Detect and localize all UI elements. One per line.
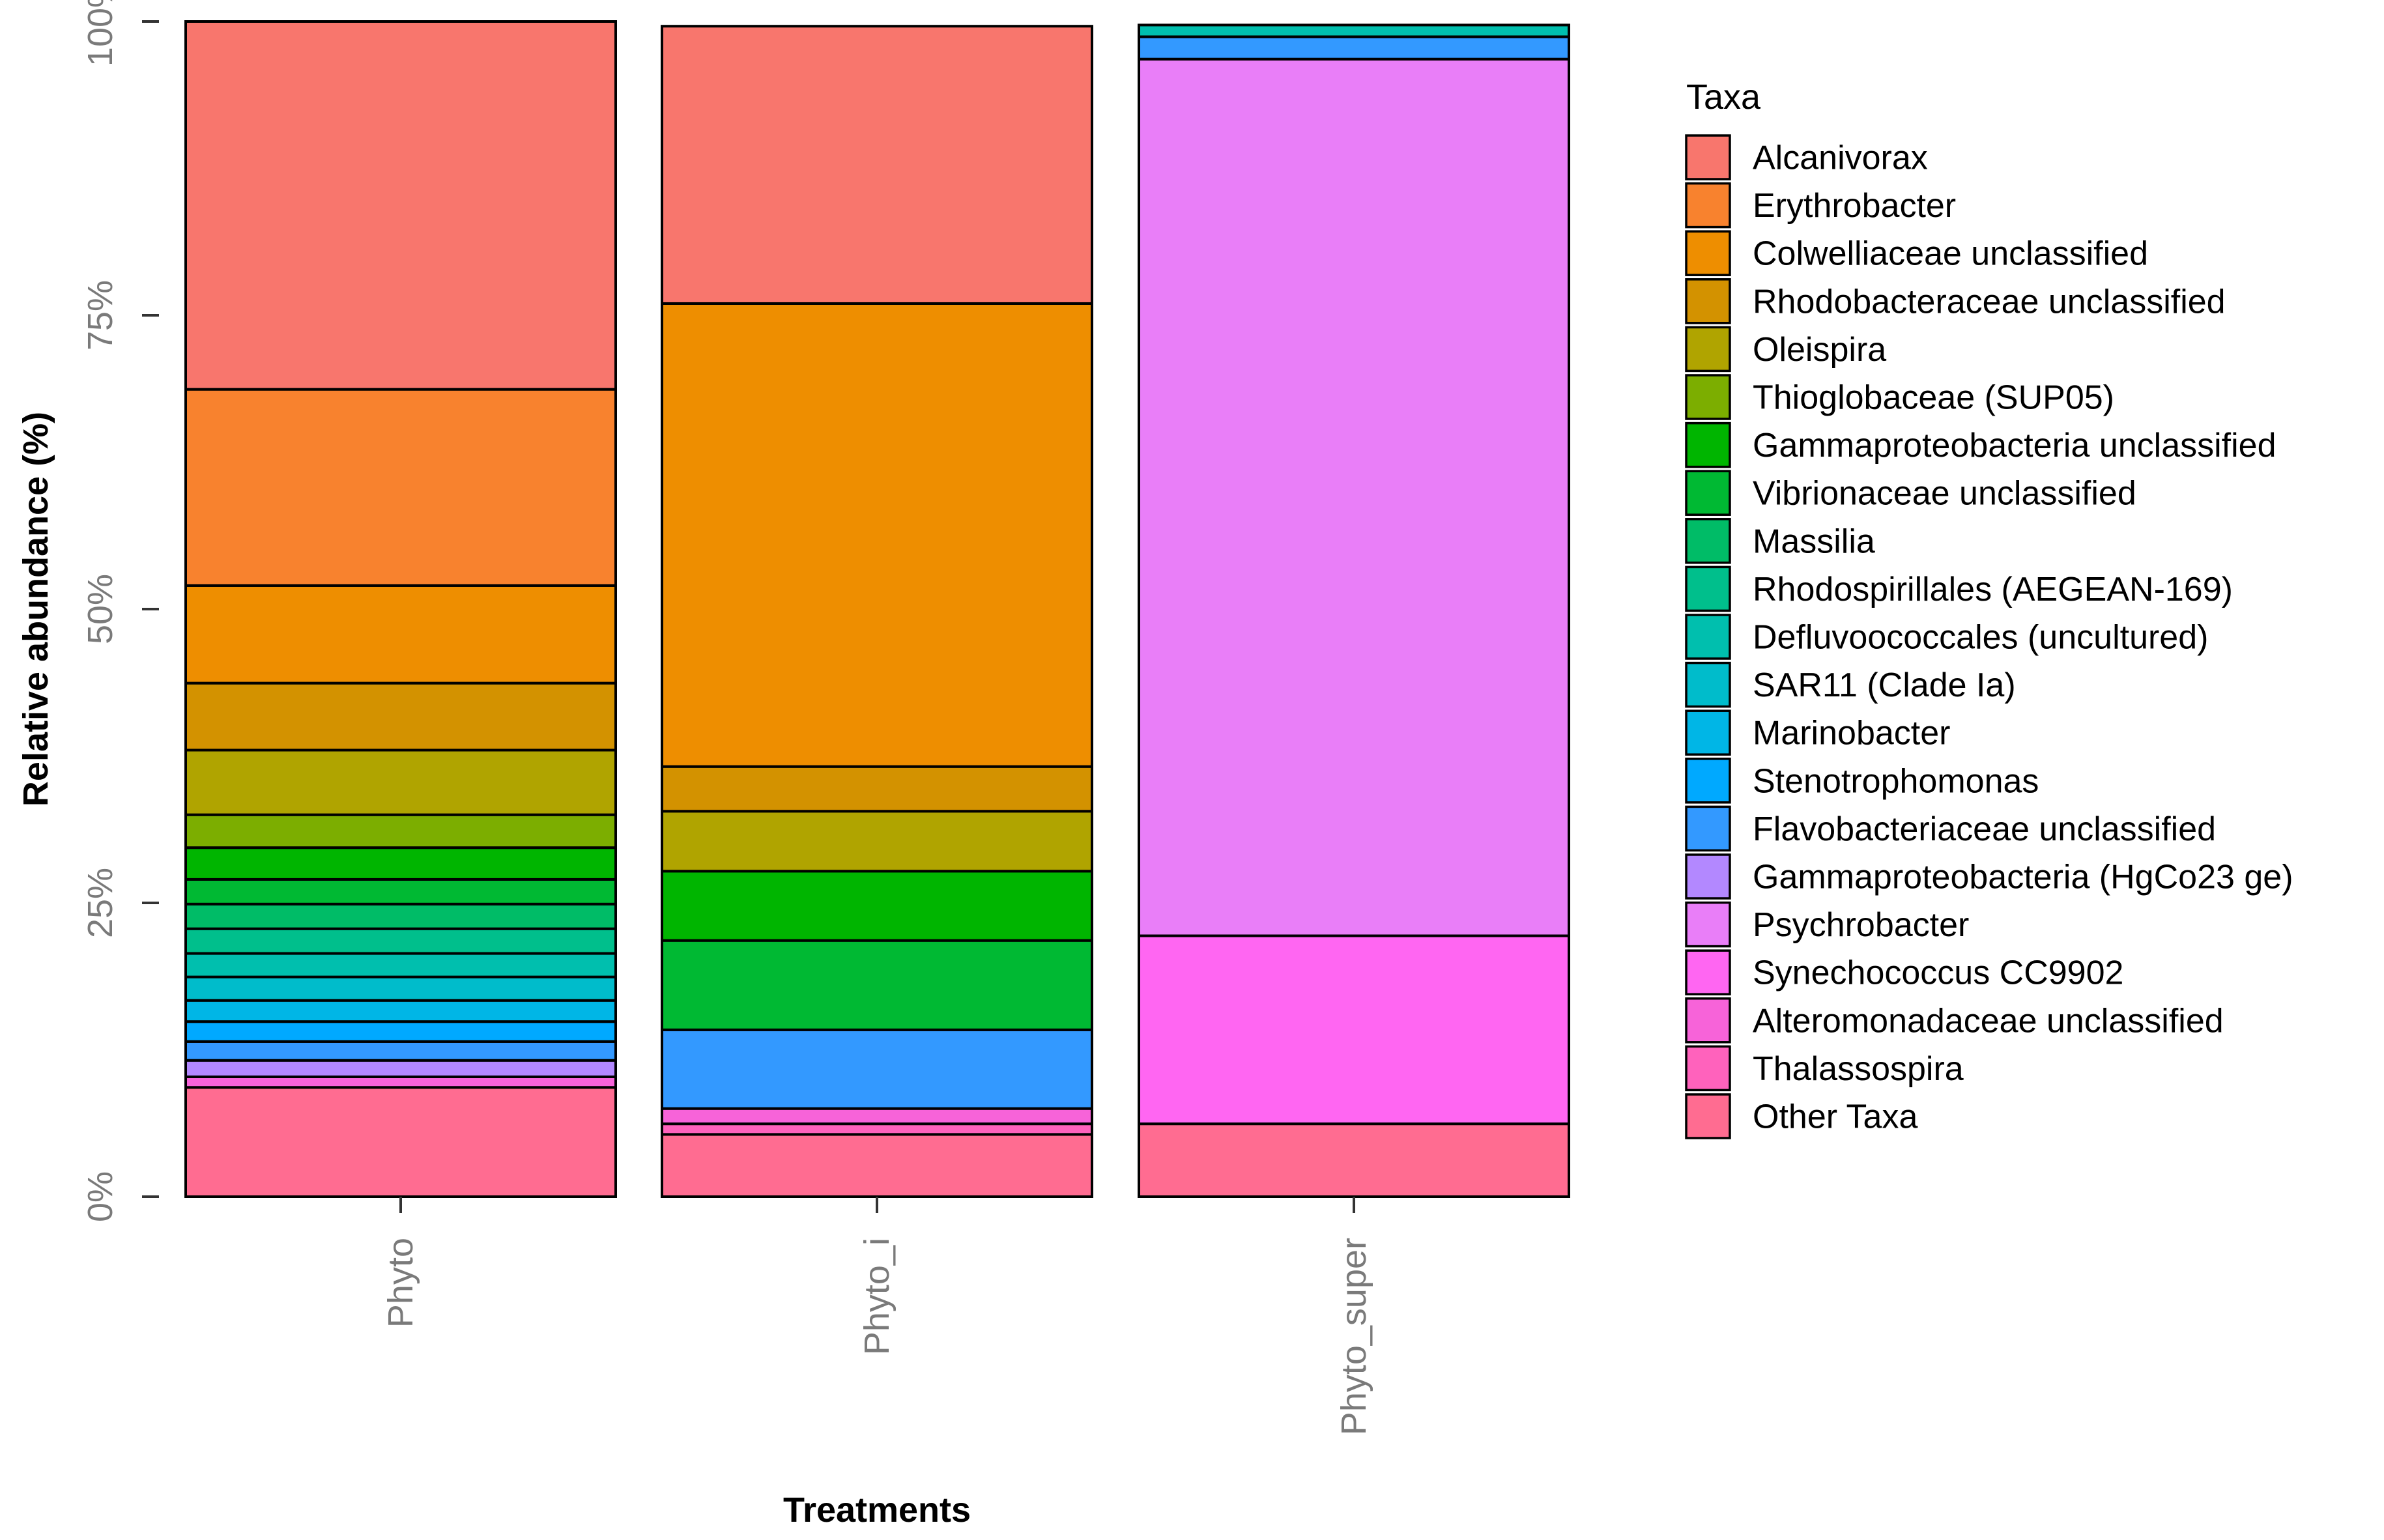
y-tick-label: 25% <box>81 868 120 938</box>
legend-key <box>1685 565 1731 612</box>
bar-segment-phyto-gammaproteobacteria-unclassified <box>184 846 617 881</box>
legend-key <box>1685 901 1731 948</box>
bar-segment-phyto-sar11-clade-ia <box>184 975 617 1002</box>
bar-segment-phyto-erythrobacter <box>184 388 617 587</box>
legend-key <box>1685 709 1731 756</box>
x-axis: Phyto Phyto_i Phyto_super <box>381 1197 1373 1435</box>
y-tick-label: 0% <box>81 1171 120 1222</box>
legend-label: Colwelliaceae unclassified <box>1753 235 2148 273</box>
legend-label: Erythrobacter <box>1753 187 1956 225</box>
bar-segment-phyto-super-psychrobacter <box>1138 57 1570 937</box>
legend-label: Rhodospirillales (AEGEAN-169) <box>1753 571 2233 608</box>
bar-segment-phyto-i-other-taxa <box>661 1133 1093 1198</box>
legend-key <box>1685 1093 1731 1139</box>
bar-segment-phyto-super-flavobacteriaceae-unclassified <box>1138 35 1570 61</box>
bar-segment-phyto-i-alteromonadaceae-unclassified <box>661 1107 1093 1126</box>
legend-label: Stenotrophomonas <box>1753 762 2039 800</box>
legend-label: Oleispira <box>1753 331 1886 369</box>
legend-key <box>1685 326 1731 373</box>
bar-segment-phyto-gammaproteobacteria-hgco23-ge <box>184 1059 617 1078</box>
y-axis-title: Relative abundance (%) <box>16 412 55 806</box>
x-tick-label: Phyto_i <box>857 1238 897 1355</box>
legend-label: SAR11 (Clade Ia) <box>1753 666 2016 704</box>
legend-label: Rhodobacteraceae unclassified <box>1753 283 2226 321</box>
x-axis-title: Treatments <box>783 1490 971 1530</box>
bar-segment-phyto-alcanivorax <box>184 20 617 391</box>
legend-key <box>1685 421 1731 468</box>
bar-segment-phyto-i-oleispira <box>661 810 1093 873</box>
plot-area <box>184 20 1570 1199</box>
bar-segment-phyto-vibrionaceae-unclassified <box>184 877 617 905</box>
bar-segment-phyto-super-defluvoococcales-uncultured <box>1138 23 1570 38</box>
legend-label: Marinobacter <box>1753 715 1950 752</box>
legend-label: Massilia <box>1753 522 1875 560</box>
x-tick-label: Phyto_super <box>1334 1238 1373 1435</box>
bar-segment-phyto-rhodospirillales-aegean-169 <box>184 927 617 955</box>
legend-label: Alteromonadaceae unclassified <box>1753 1002 2224 1040</box>
legend-label: Thalassospira <box>1753 1050 1964 1088</box>
bar-segment-phyto-massilia <box>184 902 617 930</box>
bar-segment-phyto-stenotrophomonas <box>184 1020 617 1043</box>
bar-segment-phyto-other-taxa <box>184 1086 617 1199</box>
y-tick-label: 100% <box>81 0 120 66</box>
bar-segment-phyto-marinobacter <box>184 999 617 1023</box>
legend-label: Defluvoococcales (uncultured) <box>1753 619 2208 657</box>
legend-label: Flavobacteriaceae unclassified <box>1753 810 2216 848</box>
legend-label: Other Taxa <box>1753 1098 1917 1136</box>
bar-segment-phyto-flavobacteriaceae-unclassified <box>184 1040 617 1062</box>
legend-key <box>1685 949 1731 995</box>
legend-label: Alcanivorax <box>1753 139 1928 177</box>
legend-key <box>1685 614 1731 660</box>
bar-segment-phyto-i-thalassospira <box>661 1122 1093 1136</box>
legend-key <box>1685 1045 1731 1092</box>
legend: Taxa Alcanivorax Erythrobacter Colwelliace… <box>1685 78 2293 1139</box>
bar-segment-phyto-super-synechococcus-cc9902 <box>1138 934 1570 1126</box>
bar-segment-phyto-colwelliaceae-unclassified <box>184 584 617 685</box>
bar-segment-phyto-i-gammaproteobacteria-unclassified <box>661 870 1093 942</box>
legend-key <box>1685 182 1731 229</box>
bar-segment-phyto-i-rhodobacteraceae-unclassified <box>661 765 1093 813</box>
legend-key <box>1685 134 1731 180</box>
legend-key <box>1685 758 1731 804</box>
legend-key <box>1685 278 1731 324</box>
bar-segment-phyto-alteromonadaceae-unclassified <box>184 1075 617 1089</box>
bar-segment-phyto-rhodobacteraceae-unclassified <box>184 681 617 752</box>
bar-segment-phyto-i-vibrionaceae-unclassified <box>661 939 1093 1031</box>
legend-key <box>1685 230 1731 276</box>
legend-key <box>1685 374 1731 420</box>
bar-segment-phyto-i-colwelliaceae-unclassified <box>661 302 1093 768</box>
y-tick-label: 50% <box>81 574 120 644</box>
bar-segment-phyto-super-other-taxa <box>1138 1122 1570 1198</box>
legend-key <box>1685 518 1731 564</box>
legend-key <box>1685 853 1731 900</box>
legend-key <box>1685 470 1731 516</box>
legend-key <box>1685 661 1731 708</box>
legend-label: Synechococcus CC9902 <box>1753 954 2123 992</box>
legend-title: Taxa <box>1686 78 1761 117</box>
bar-segment-phyto-oleispira <box>184 749 617 816</box>
bar-segment-phyto-i-flavobacteriaceae-unclassified <box>661 1028 1093 1110</box>
bar-segment-phyto-defluvoococcales-uncultured <box>184 952 617 978</box>
legend-label: Vibrionaceae unclassified <box>1753 475 2136 513</box>
legend-label: Psychrobacter <box>1753 906 1969 944</box>
legend-key <box>1685 997 1731 1044</box>
y-axis: 0% 25% 50% 75% 100% <box>81 0 159 1222</box>
legend-label: Gammaproteobacteria (HgCo23 ge) <box>1753 859 2293 896</box>
legend-label: Gammaproteobacteria unclassified <box>1753 427 2276 464</box>
bar-segment-phyto-thioglobaceae-sup05 <box>184 813 617 849</box>
y-tick-label: 75% <box>81 280 120 350</box>
legend-label: Thioglobaceae (SUP05) <box>1753 379 2114 417</box>
legend-key <box>1685 805 1731 852</box>
x-tick-label: Phyto <box>381 1238 420 1328</box>
bar-segment-phyto-i-alcanivorax <box>661 25 1093 305</box>
